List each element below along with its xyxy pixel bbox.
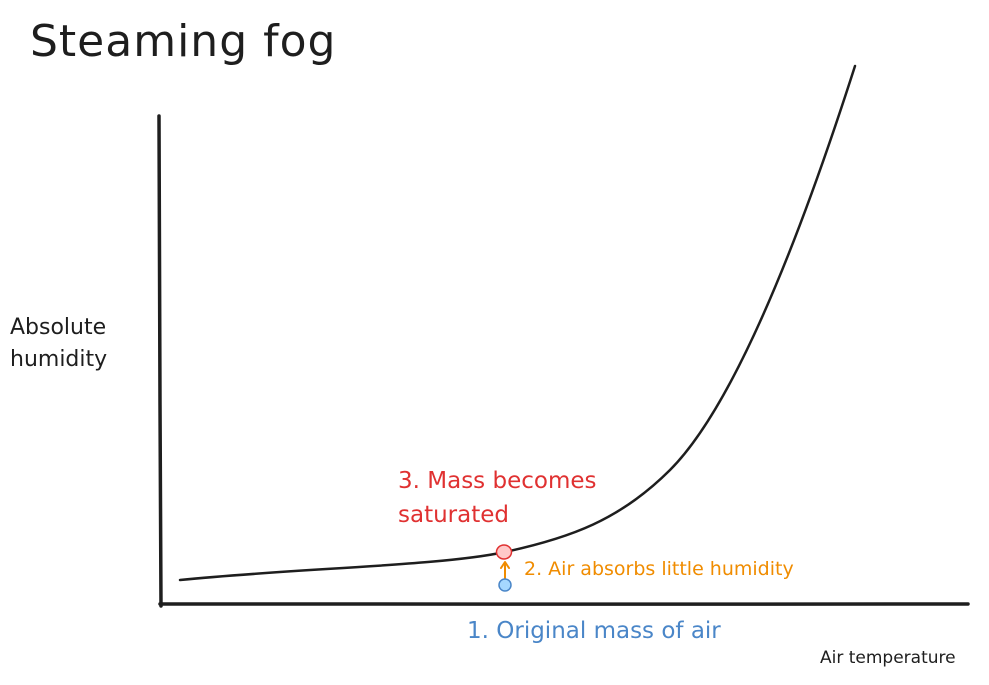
annotation-step-1: 1. Original mass of air [467, 618, 721, 644]
y-axis [157, 114, 163, 608]
annotation-step-3: 3. Mass becomes saturated [398, 468, 597, 528]
point-saturated [495, 544, 513, 560]
humidity-arrow-head [500, 561, 510, 569]
x-axis-label: Air temperature [820, 648, 956, 668]
y-axis-label: Absolute humidity [10, 315, 108, 372]
annotation-step-2: 2. Air absorbs little humidity [524, 558, 794, 580]
point-original-mass [498, 578, 512, 592]
saturation-curve [178, 64, 857, 582]
page-title: Steaming fog [30, 16, 337, 67]
